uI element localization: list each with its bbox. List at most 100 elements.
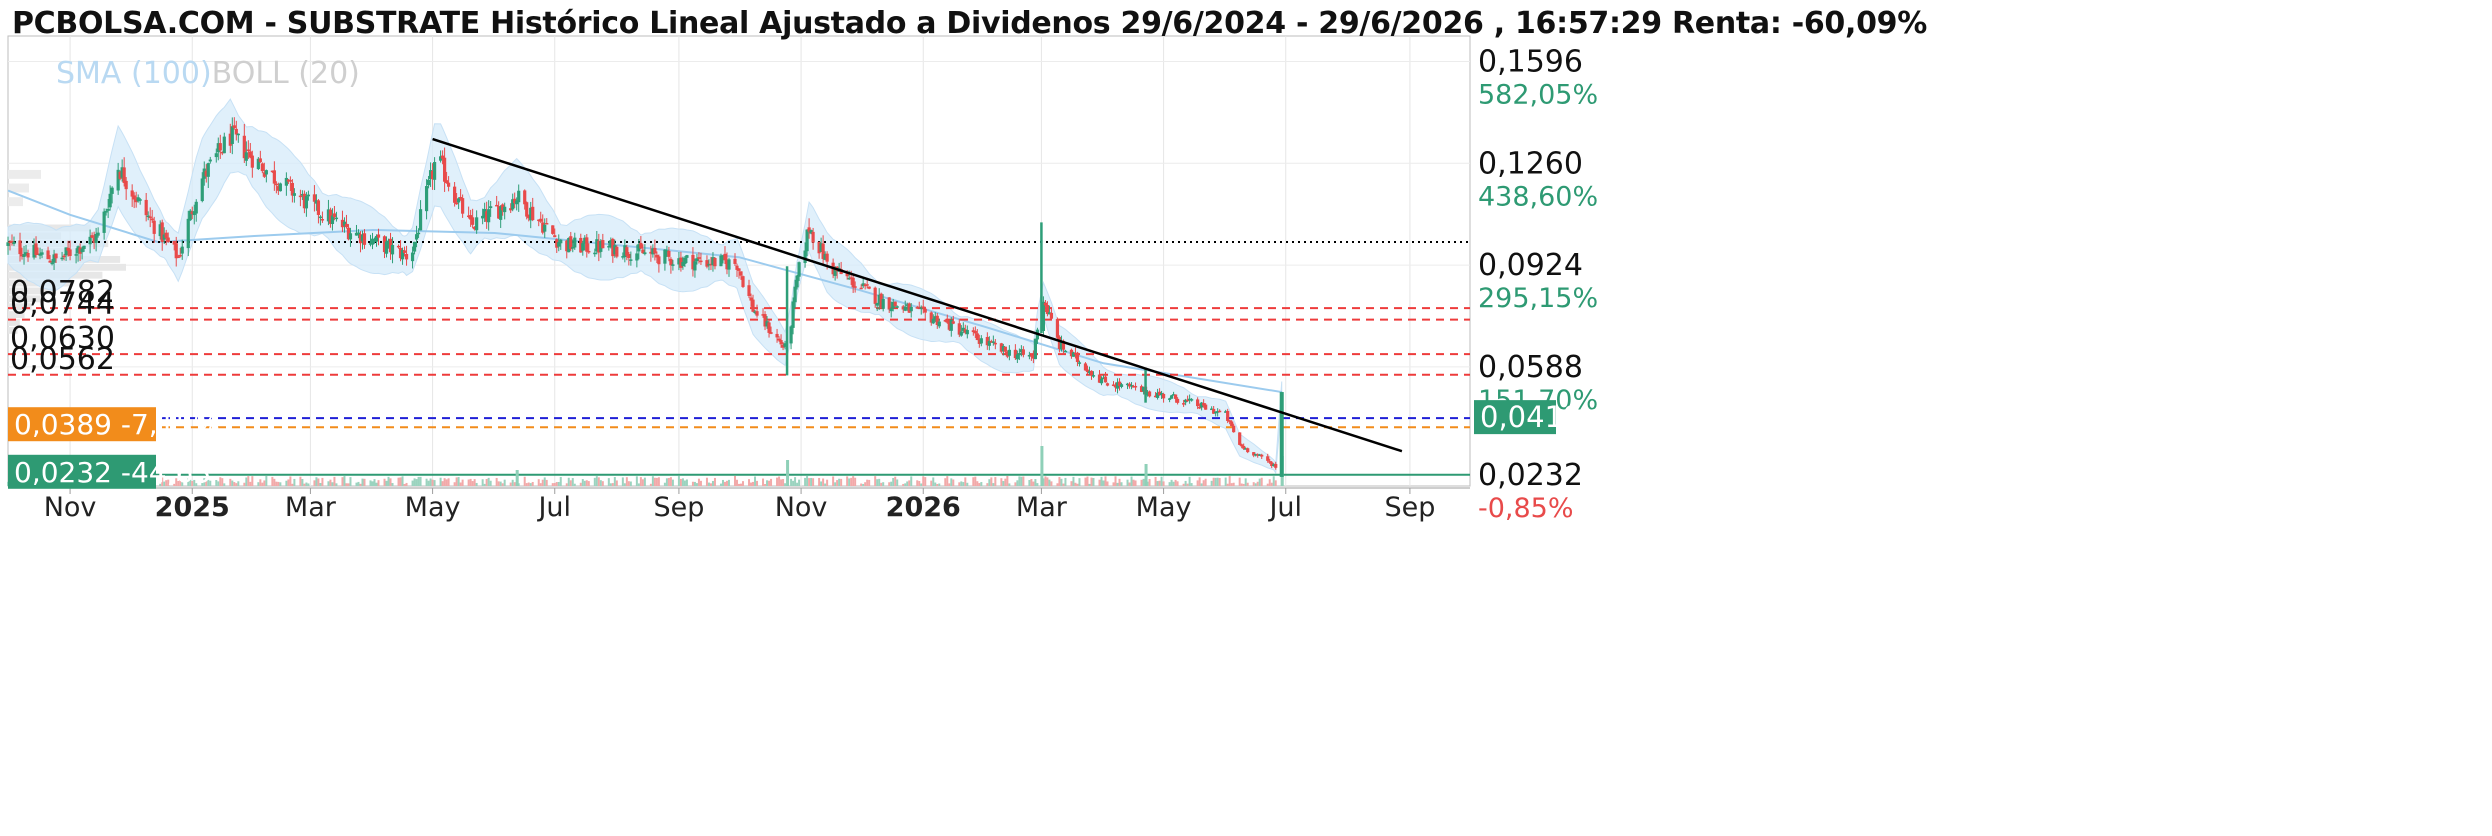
volume-bar — [291, 483, 294, 486]
candle-body — [609, 240, 613, 247]
candle-body — [106, 209, 110, 211]
volume-bar — [806, 476, 809, 486]
candle-body — [396, 245, 401, 248]
volume-bar — [1060, 478, 1063, 486]
volume-bar — [1042, 478, 1045, 486]
volume-bar — [453, 482, 456, 486]
candle-body — [1069, 349, 1074, 357]
candle-body — [68, 249, 72, 256]
volume-bar — [944, 478, 947, 486]
volume-bar — [896, 479, 899, 486]
candle-body — [234, 128, 238, 135]
volume-bar — [748, 479, 751, 486]
y-tick-pct-0: 582,05% — [1478, 79, 1598, 110]
candle-body — [1169, 395, 1174, 399]
candle-body — [1272, 464, 1276, 467]
candle-body — [909, 306, 913, 312]
candle-body — [739, 271, 743, 276]
y-tick-pct-2: 295,15% — [1478, 283, 1598, 314]
volume-bar — [429, 478, 432, 486]
legend-boll[interactable]: BOLL (20) — [211, 56, 360, 91]
volume-bar — [441, 481, 444, 486]
candle-body — [18, 240, 22, 255]
candle-body — [763, 314, 767, 327]
candle-body — [264, 170, 268, 175]
candle-body — [372, 240, 377, 242]
candle-body — [461, 198, 465, 214]
volume-bar — [992, 483, 995, 486]
volume-bar — [852, 476, 855, 486]
volume-bar — [551, 483, 554, 486]
volume-bar — [840, 478, 843, 486]
candle-body — [236, 133, 240, 136]
candle-body — [1266, 456, 1270, 461]
candle-body — [989, 341, 993, 343]
candle-body — [1045, 305, 1050, 314]
volume-bar — [988, 479, 991, 486]
volume-bar — [1106, 481, 1109, 486]
volume-bar — [1034, 479, 1037, 486]
volume-bar — [663, 482, 666, 486]
volume-bar — [349, 477, 352, 486]
candle-body — [410, 252, 415, 262]
volume-bar — [1176, 481, 1179, 486]
volume-bar — [1202, 480, 1205, 486]
candle-body — [1063, 350, 1068, 353]
volume-bar — [539, 483, 542, 486]
volume-bar — [1030, 479, 1033, 486]
volume-bar — [798, 479, 801, 486]
candle-body — [360, 234, 365, 242]
candle-body — [543, 224, 547, 232]
volume-bar — [1196, 480, 1199, 486]
candle-body — [24, 252, 28, 255]
candle-body — [314, 200, 319, 204]
candle-body — [803, 250, 807, 263]
price-badge-text-1: 0,0232 -44,63 — [14, 456, 211, 489]
candle-body — [571, 247, 575, 249]
candle-body — [693, 261, 697, 271]
volume-bar — [369, 480, 372, 486]
candle-body — [937, 321, 941, 327]
candle-body — [286, 179, 290, 182]
candle-body — [467, 215, 471, 218]
candle-body — [755, 311, 759, 316]
candle-body — [973, 330, 977, 334]
candle-body — [256, 158, 260, 170]
volume-bar — [489, 480, 492, 486]
candle-body — [657, 256, 661, 265]
candle-body — [76, 246, 80, 254]
volume-bar — [415, 479, 418, 486]
support-label-0-0562: 0,0562 — [10, 342, 115, 377]
x-tick-label-2025: 2025 — [155, 492, 230, 523]
candle-body — [845, 272, 849, 277]
volume-bar — [469, 478, 472, 486]
volume-bar — [1182, 483, 1185, 486]
candle-body — [727, 259, 731, 270]
candle-body — [611, 238, 615, 257]
candle-body — [158, 224, 162, 237]
candle-body — [823, 254, 827, 260]
candle-body — [1013, 349, 1017, 359]
volume-bar — [599, 480, 602, 486]
candle-body — [1077, 362, 1082, 364]
candle-body — [1099, 378, 1104, 384]
candle-body — [1200, 402, 1204, 408]
volume-bar — [665, 478, 668, 486]
volume-bar — [721, 479, 724, 486]
volume-bar — [541, 479, 544, 486]
candle-body — [304, 196, 309, 209]
candle-body — [627, 253, 631, 258]
volume-bar — [1114, 476, 1117, 486]
volume-bar — [1242, 483, 1245, 486]
candle-body — [863, 284, 867, 287]
legend-sma[interactable]: SMA (100) — [56, 56, 212, 91]
volume-bar — [391, 483, 394, 486]
candle-body — [1196, 399, 1200, 407]
candle-body — [1155, 392, 1160, 398]
volume-bar — [425, 478, 428, 486]
volume-bar — [824, 483, 827, 486]
volume-bar — [327, 481, 330, 486]
candle-body — [204, 170, 208, 177]
x-tick-label-mar: Mar — [285, 492, 337, 523]
